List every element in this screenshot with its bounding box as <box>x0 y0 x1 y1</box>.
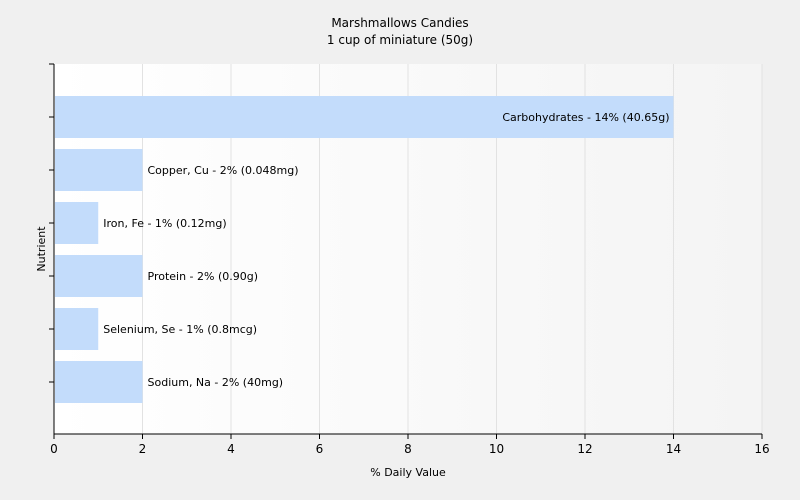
x-tick-label: 2 <box>139 442 147 456</box>
bar-data-label: Copper, Cu - 2% (0.048mg) <box>148 164 299 177</box>
chart-title: Marshmallows Candies <box>331 16 468 30</box>
bar <box>55 361 143 403</box>
bar-data-label: Iron, Fe - 1% (0.12mg) <box>103 217 226 230</box>
x-tick-label: 12 <box>577 442 592 456</box>
x-tick-label: 0 <box>50 442 58 456</box>
x-tick-label: 8 <box>404 442 412 456</box>
bar <box>55 308 99 350</box>
bars: Carbohydrates - 14% (40.65g) Copper, Cu -… <box>55 96 674 403</box>
y-axis-label: Nutrient <box>35 226 48 272</box>
x-axis-label: % Daily Value <box>370 466 446 479</box>
bar <box>55 202 99 244</box>
x-tick-label: 16 <box>754 442 769 456</box>
bar-data-label: Selenium, Se - 1% (0.8mcg) <box>103 323 257 336</box>
bar <box>55 96 674 138</box>
bar <box>55 149 143 191</box>
x-tick-label: 14 <box>666 442 681 456</box>
bar-data-label: Protein - 2% (0.90g) <box>148 270 259 283</box>
bar-data-label: Sodium, Na - 2% (40mg) <box>148 376 284 389</box>
axes: 0 2 4 6 8 10 12 14 16 <box>49 63 770 456</box>
chart-subtitle: 1 cup of miniature (50g) <box>327 33 473 47</box>
x-tick-label: 10 <box>489 442 504 456</box>
bar <box>55 255 143 297</box>
x-tick-label: 6 <box>316 442 324 456</box>
bar-data-label: Carbohydrates - 14% (40.65g) <box>502 111 669 124</box>
x-tick-label: 4 <box>227 442 235 456</box>
